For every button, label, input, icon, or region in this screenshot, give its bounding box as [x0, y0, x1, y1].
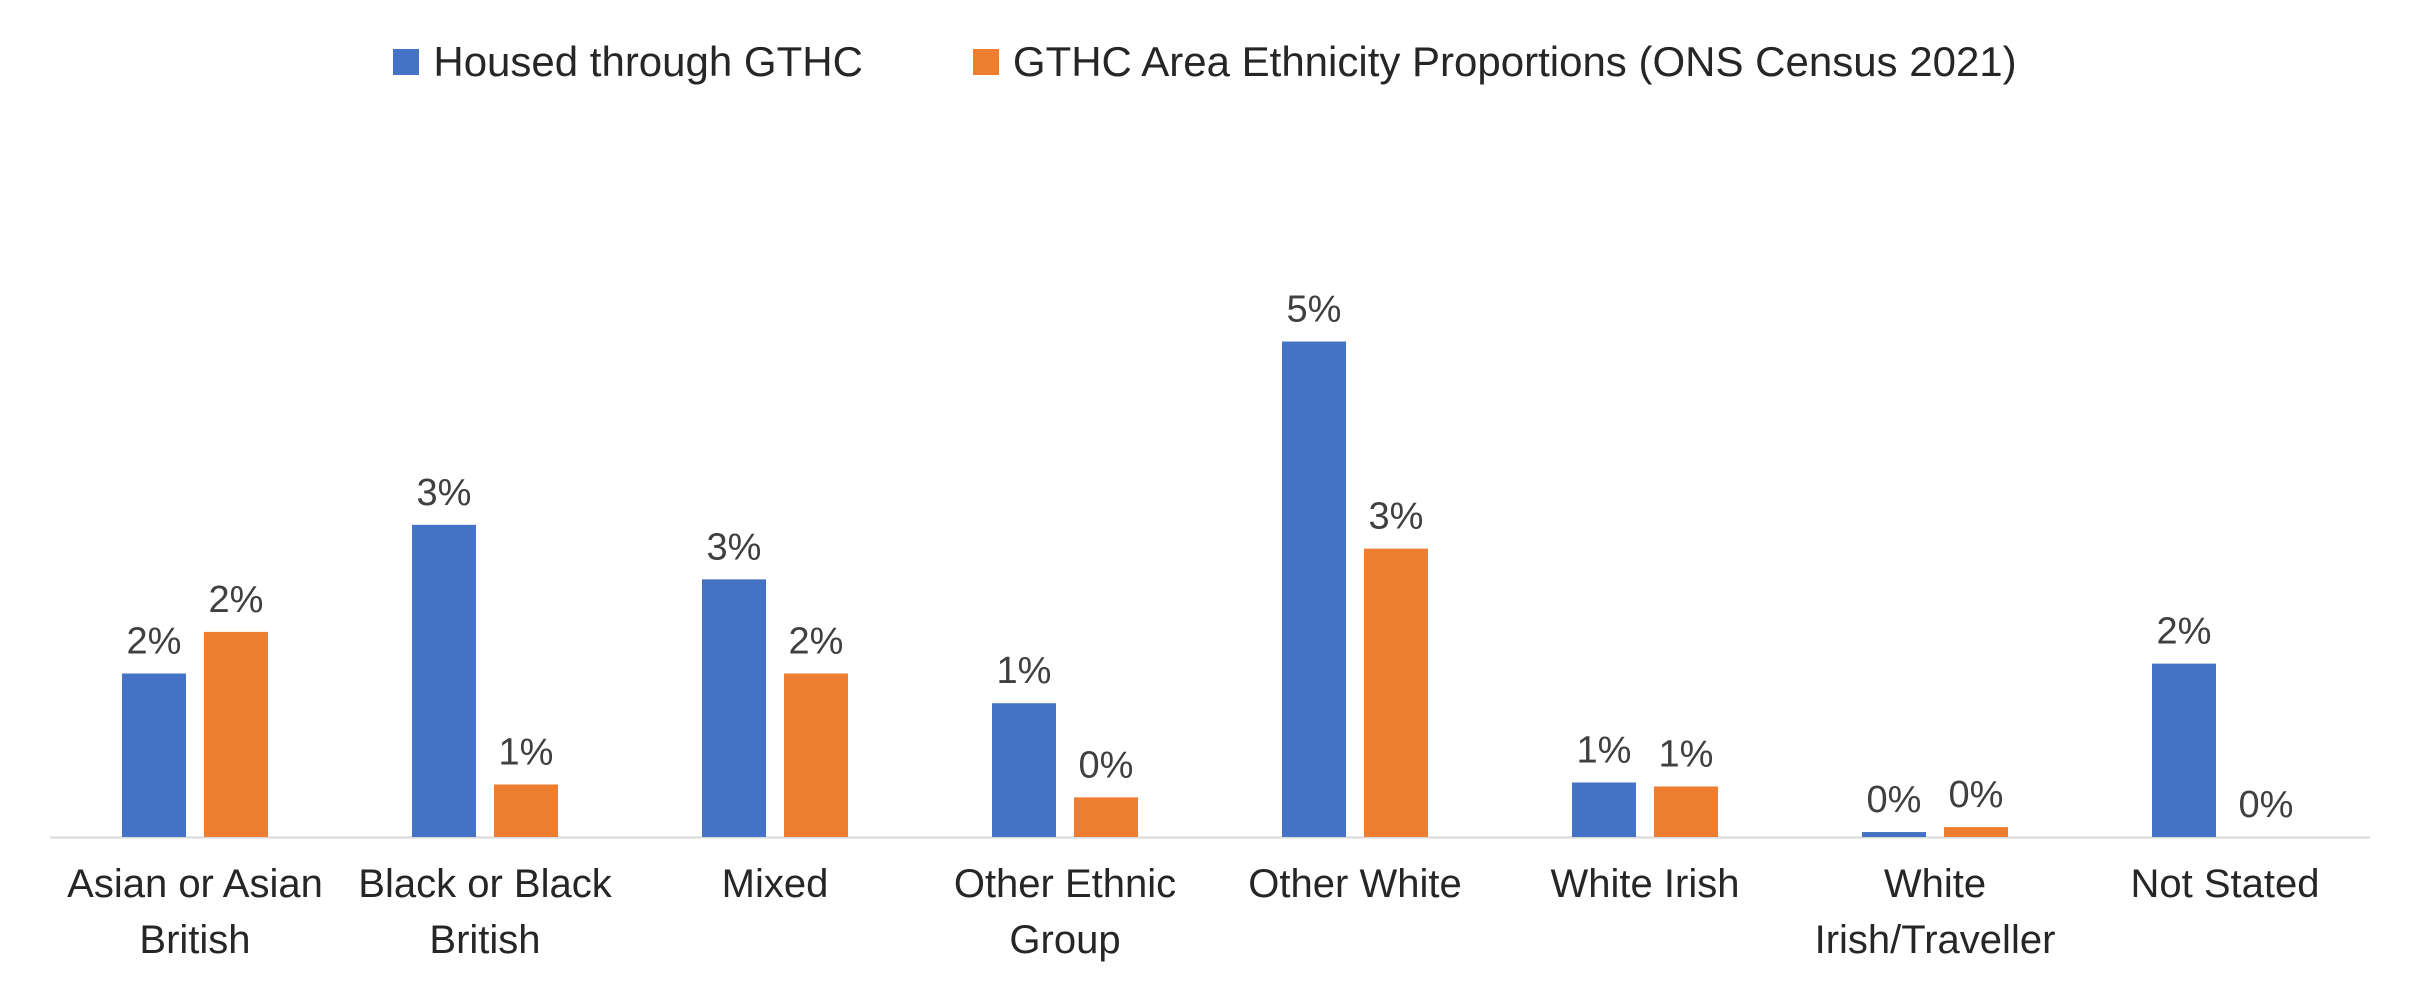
- legend-swatch-housed: [393, 49, 420, 75]
- category-label-2-line-0: Mixed: [722, 862, 829, 906]
- legend: Housed through GTHC GTHC Area Ethnicity …: [0, 38, 2410, 86]
- bar-census-2: [784, 673, 848, 837]
- bar-census-3: [1074, 797, 1138, 837]
- category-label-1-line-0: Black or Black: [358, 862, 612, 906]
- bar-census-6: [1944, 827, 2008, 837]
- category-label-0-line-1: British: [139, 918, 250, 962]
- category-label-1-line-1: British: [429, 918, 540, 962]
- legend-label-census: GTHC Area Ethnicity Proportions (ONS Cen…: [1012, 38, 2017, 85]
- bar-census-4: [1364, 548, 1428, 837]
- bar-housed-7: [2152, 663, 2216, 837]
- data-label-housed-2: 3%: [707, 526, 762, 568]
- data-label-census-6: 0%: [1949, 774, 2004, 816]
- category-label-3-line-0: Other Ethnic: [954, 862, 1176, 906]
- data-label-census-7: 0%: [2239, 784, 2294, 826]
- bar-census-5: [1654, 786, 1718, 837]
- category-label-6-line-1: Irish/Traveller: [1815, 918, 2056, 962]
- data-label-census-1: 1%: [499, 731, 554, 773]
- data-label-census-4: 3%: [1369, 496, 1424, 538]
- bar-housed-4: [1282, 341, 1346, 837]
- data-label-housed-1: 3%: [417, 472, 472, 514]
- bar-census-0: [204, 631, 268, 837]
- data-label-housed-3: 1%: [997, 650, 1052, 692]
- data-label-census-3: 0%: [1079, 744, 1134, 786]
- category-label-0-line-0: Asian or Asian: [67, 862, 323, 906]
- data-label-housed-4: 5%: [1287, 289, 1342, 331]
- data-label-census-5: 1%: [1659, 733, 1714, 775]
- bar-housed-2: [702, 579, 766, 837]
- legend-item-housed: Housed through GTHC: [393, 38, 863, 86]
- data-label-census-0: 2%: [209, 579, 264, 621]
- legend-label-housed: Housed through GTHC: [433, 38, 863, 85]
- category-label-7-line-0: Not Stated: [2130, 862, 2319, 906]
- bar-housed-1: [412, 524, 476, 837]
- category-label-4-line-0: Other White: [1248, 862, 1461, 906]
- data-label-housed-5: 1%: [1577, 730, 1632, 772]
- category-label-5-line-0: White Irish: [1551, 862, 1740, 906]
- category-label-6-line-0: White: [1884, 862, 1986, 906]
- bar-housed-3: [992, 703, 1056, 837]
- bar-census-1: [494, 784, 558, 837]
- data-label-housed-0: 2%: [127, 621, 182, 663]
- category-label-3-line-1: Group: [1009, 918, 1120, 962]
- bar-housed-0: [122, 673, 186, 837]
- data-label-census-2: 2%: [789, 621, 844, 663]
- bar-housed-5: [1572, 782, 1636, 837]
- data-label-housed-6: 0%: [1867, 779, 1922, 821]
- bar-housed-6: [1862, 832, 1926, 837]
- data-label-housed-7: 2%: [2157, 611, 2212, 653]
- legend-item-census: GTHC Area Ethnicity Proportions (ONS Cen…: [972, 38, 2017, 86]
- legend-swatch-census: [972, 49, 999, 75]
